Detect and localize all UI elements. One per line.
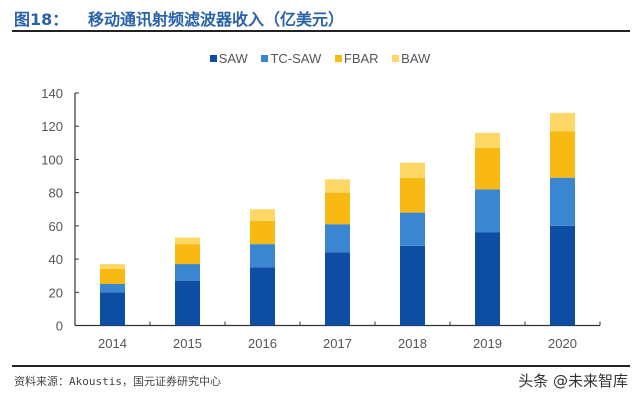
legend-item-tc-saw: TC-SAW bbox=[261, 51, 321, 66]
bar-saw-2018 bbox=[400, 245, 425, 326]
bar-fbar-2016 bbox=[250, 220, 275, 245]
x-tick-label: 2016 bbox=[248, 336, 277, 351]
legend-swatch bbox=[261, 55, 269, 62]
legend-label: SAW bbox=[218, 51, 248, 66]
bar-baw-2020 bbox=[550, 112, 575, 132]
y-tick-label: 120 bbox=[41, 119, 63, 134]
bar-tc-saw-2014 bbox=[100, 283, 125, 293]
bar-baw-2016 bbox=[250, 209, 275, 221]
y-tick-label: 60 bbox=[49, 219, 63, 234]
bar-saw-2016 bbox=[250, 267, 275, 326]
x-tick-label: 2014 bbox=[98, 336, 127, 351]
bar-saw-2019 bbox=[475, 232, 500, 326]
bar-fbar-2018 bbox=[400, 177, 425, 213]
legend-swatch bbox=[334, 55, 342, 62]
x-tick-label: 2020 bbox=[548, 336, 577, 351]
bar-saw-2017 bbox=[325, 252, 350, 326]
legend-item-fbar: FBAR bbox=[334, 51, 379, 66]
bar-baw-2017 bbox=[325, 179, 350, 193]
figure-number: 图18： bbox=[14, 10, 69, 29]
bar-baw-2014 bbox=[100, 264, 125, 270]
watermark: 头条 @未来智库 bbox=[518, 372, 628, 390]
legend-label: TC-SAW bbox=[270, 51, 322, 66]
bar-saw-2014 bbox=[100, 292, 125, 326]
bar-baw-2019 bbox=[475, 132, 500, 148]
header-divider bbox=[12, 30, 630, 32]
y-tick-label: 40 bbox=[49, 252, 63, 267]
legend-label: FBAR bbox=[343, 51, 379, 66]
chart-title: 移动通讯射频滤波器收入（亿美元） bbox=[88, 10, 345, 29]
x-tick-label: 2015 bbox=[173, 336, 202, 351]
bar-tc-saw-2016 bbox=[250, 244, 275, 268]
x-tick-label: 2019 bbox=[473, 336, 502, 351]
bar-fbar-2017 bbox=[325, 192, 350, 225]
y-tick-label: 20 bbox=[49, 285, 63, 300]
x-tick-label: 2017 bbox=[323, 336, 352, 351]
legend-item-baw: BAW bbox=[392, 51, 430, 66]
bar-tc-saw-2019 bbox=[475, 189, 500, 233]
bar-saw-2020 bbox=[550, 225, 575, 326]
source-note: 资料来源：Akoustis，国元证券研究中心 bbox=[14, 375, 221, 388]
y-tick-label: 80 bbox=[49, 186, 63, 201]
bar-baw-2018 bbox=[400, 162, 425, 178]
bar-fbar-2014 bbox=[100, 269, 125, 284]
bar-saw-2015 bbox=[175, 280, 200, 326]
y-tick-label: 100 bbox=[41, 152, 63, 167]
bar-tc-saw-2017 bbox=[325, 224, 350, 253]
legend-swatch bbox=[209, 55, 217, 62]
legend: SAW TC-SAW FBAR BAW bbox=[0, 51, 640, 66]
figure-title: 图18： 移动通讯射频滤波器收入（亿美元） bbox=[14, 6, 344, 30]
bar-tc-saw-2018 bbox=[400, 212, 425, 246]
legend-swatch bbox=[392, 55, 400, 62]
legend-item-saw: SAW bbox=[209, 51, 248, 66]
legend-label: BAW bbox=[401, 51, 431, 66]
y-tick-label: 140 bbox=[41, 86, 63, 101]
bar-fbar-2019 bbox=[475, 147, 500, 190]
y-tick-label: 0 bbox=[56, 319, 63, 334]
bar-fbar-2015 bbox=[175, 244, 200, 265]
bar-baw-2015 bbox=[175, 237, 200, 245]
x-tick-label: 2018 bbox=[398, 336, 427, 351]
bar-tc-saw-2020 bbox=[550, 177, 575, 226]
footer-divider bbox=[12, 365, 630, 367]
bar-tc-saw-2015 bbox=[175, 264, 200, 281]
bar-fbar-2020 bbox=[550, 131, 575, 178]
